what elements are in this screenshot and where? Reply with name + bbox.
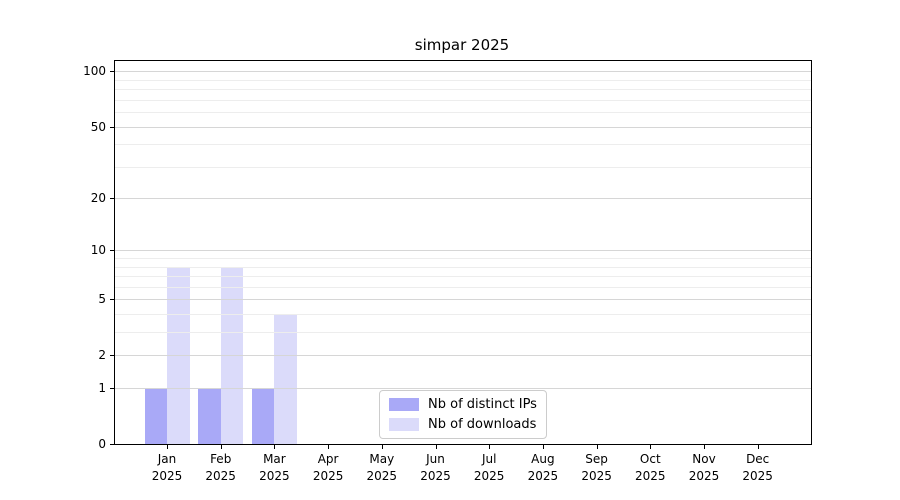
x-tick-label: Nov 2025: [688, 452, 720, 483]
y-gridline-major: [115, 71, 811, 73]
y-gridline-minor: [115, 99, 811, 101]
y-tick-label: 100: [83, 64, 106, 79]
y-tick-label: 1: [98, 381, 106, 396]
x-tick-label: Jul 2025: [473, 452, 505, 483]
x-tick: [542, 445, 544, 449]
y-gridline-major: [115, 126, 811, 128]
legend-label-downloads: Nb of downloads: [428, 417, 537, 432]
y-tick: [110, 250, 114, 252]
x-tick: [381, 445, 383, 449]
y-tick-label: 5: [98, 292, 106, 307]
bar-downloads-feb: [220, 266, 244, 444]
bar-distinct-ips-jan: [144, 388, 167, 444]
y-gridline-minor: [115, 166, 811, 168]
legend-item-distinct-ips: Nb of distinct IPs: [389, 397, 537, 412]
y-gridline-minor: [115, 79, 811, 81]
legend-swatch-distinct-ips: [389, 398, 419, 411]
y-gridline-major: [115, 299, 811, 301]
legend-label-distinct-ips: Nb of distinct IPs: [428, 397, 537, 412]
y-tick-label: 20: [90, 191, 106, 206]
y-gridline-major: [115, 355, 811, 357]
x-tick-label: Feb 2025: [205, 452, 236, 483]
x-tick-label: Sep 2025: [581, 452, 612, 483]
y-tick-label: 2: [98, 348, 106, 363]
y-gridline-major: [115, 198, 811, 200]
x-tick-label: Dec 2025: [742, 452, 773, 483]
y-tick: [110, 444, 114, 445]
y-gridline-minor: [115, 314, 811, 316]
x-tick: [650, 445, 652, 449]
y-tick: [110, 388, 114, 390]
x-tick-label: Jan 2025: [151, 452, 183, 483]
y-gridline-minor: [115, 89, 811, 91]
bar-distinct-ips-mar: [251, 388, 275, 444]
y-tick-label: 0: [98, 437, 106, 451]
x-tick-label: Apr 2025: [312, 452, 344, 483]
y-gridline-minor: [115, 112, 811, 114]
x-tick-label: Oct 2025: [635, 452, 666, 483]
y-gridline-major: [115, 250, 811, 252]
y-tick: [110, 71, 114, 73]
x-tick: [274, 445, 276, 449]
bar-downloads-mar: [274, 314, 297, 444]
chart-title: simpar 2025: [414, 36, 510, 54]
bar-downloads-jan: [167, 266, 190, 444]
y-tick: [110, 198, 114, 200]
y-gridline-minor: [115, 266, 811, 268]
x-tick: [167, 445, 168, 449]
x-tick-label: Aug 2025: [527, 452, 559, 483]
y-tick: [110, 299, 114, 301]
legend-item-downloads: Nb of downloads: [389, 417, 537, 432]
y-gridline-minor: [115, 258, 811, 260]
x-tick: [220, 445, 222, 449]
bar-distinct-ips-feb: [198, 388, 221, 444]
x-tick: [489, 445, 491, 449]
x-tick: [596, 445, 598, 449]
y-gridline-minor: [115, 332, 811, 334]
y-tick: [110, 126, 114, 128]
y-gridline-minor: [115, 276, 811, 278]
x-tick: [704, 445, 705, 449]
y-tick-label: 10: [90, 243, 106, 258]
x-tick-label: Mar 2025: [259, 452, 290, 483]
y-gridline-minor: [115, 144, 811, 146]
y-gridline-minor: [115, 286, 811, 288]
plot-area: Nb of distinct IPs Nb of downloads 0 1 2 5 1…: [83, 60, 812, 483]
y-tick: [110, 355, 114, 357]
legend: Nb of distinct IPs Nb of downloads: [379, 390, 547, 439]
y-tick-label: 50: [90, 119, 106, 134]
legend-swatch-downloads: [389, 418, 419, 431]
x-tick: [435, 445, 437, 449]
x-tick: [757, 445, 759, 449]
x-tick-label: Jun 2025: [420, 452, 451, 483]
x-tick-label: May 2025: [366, 452, 398, 483]
x-tick: [328, 445, 330, 449]
